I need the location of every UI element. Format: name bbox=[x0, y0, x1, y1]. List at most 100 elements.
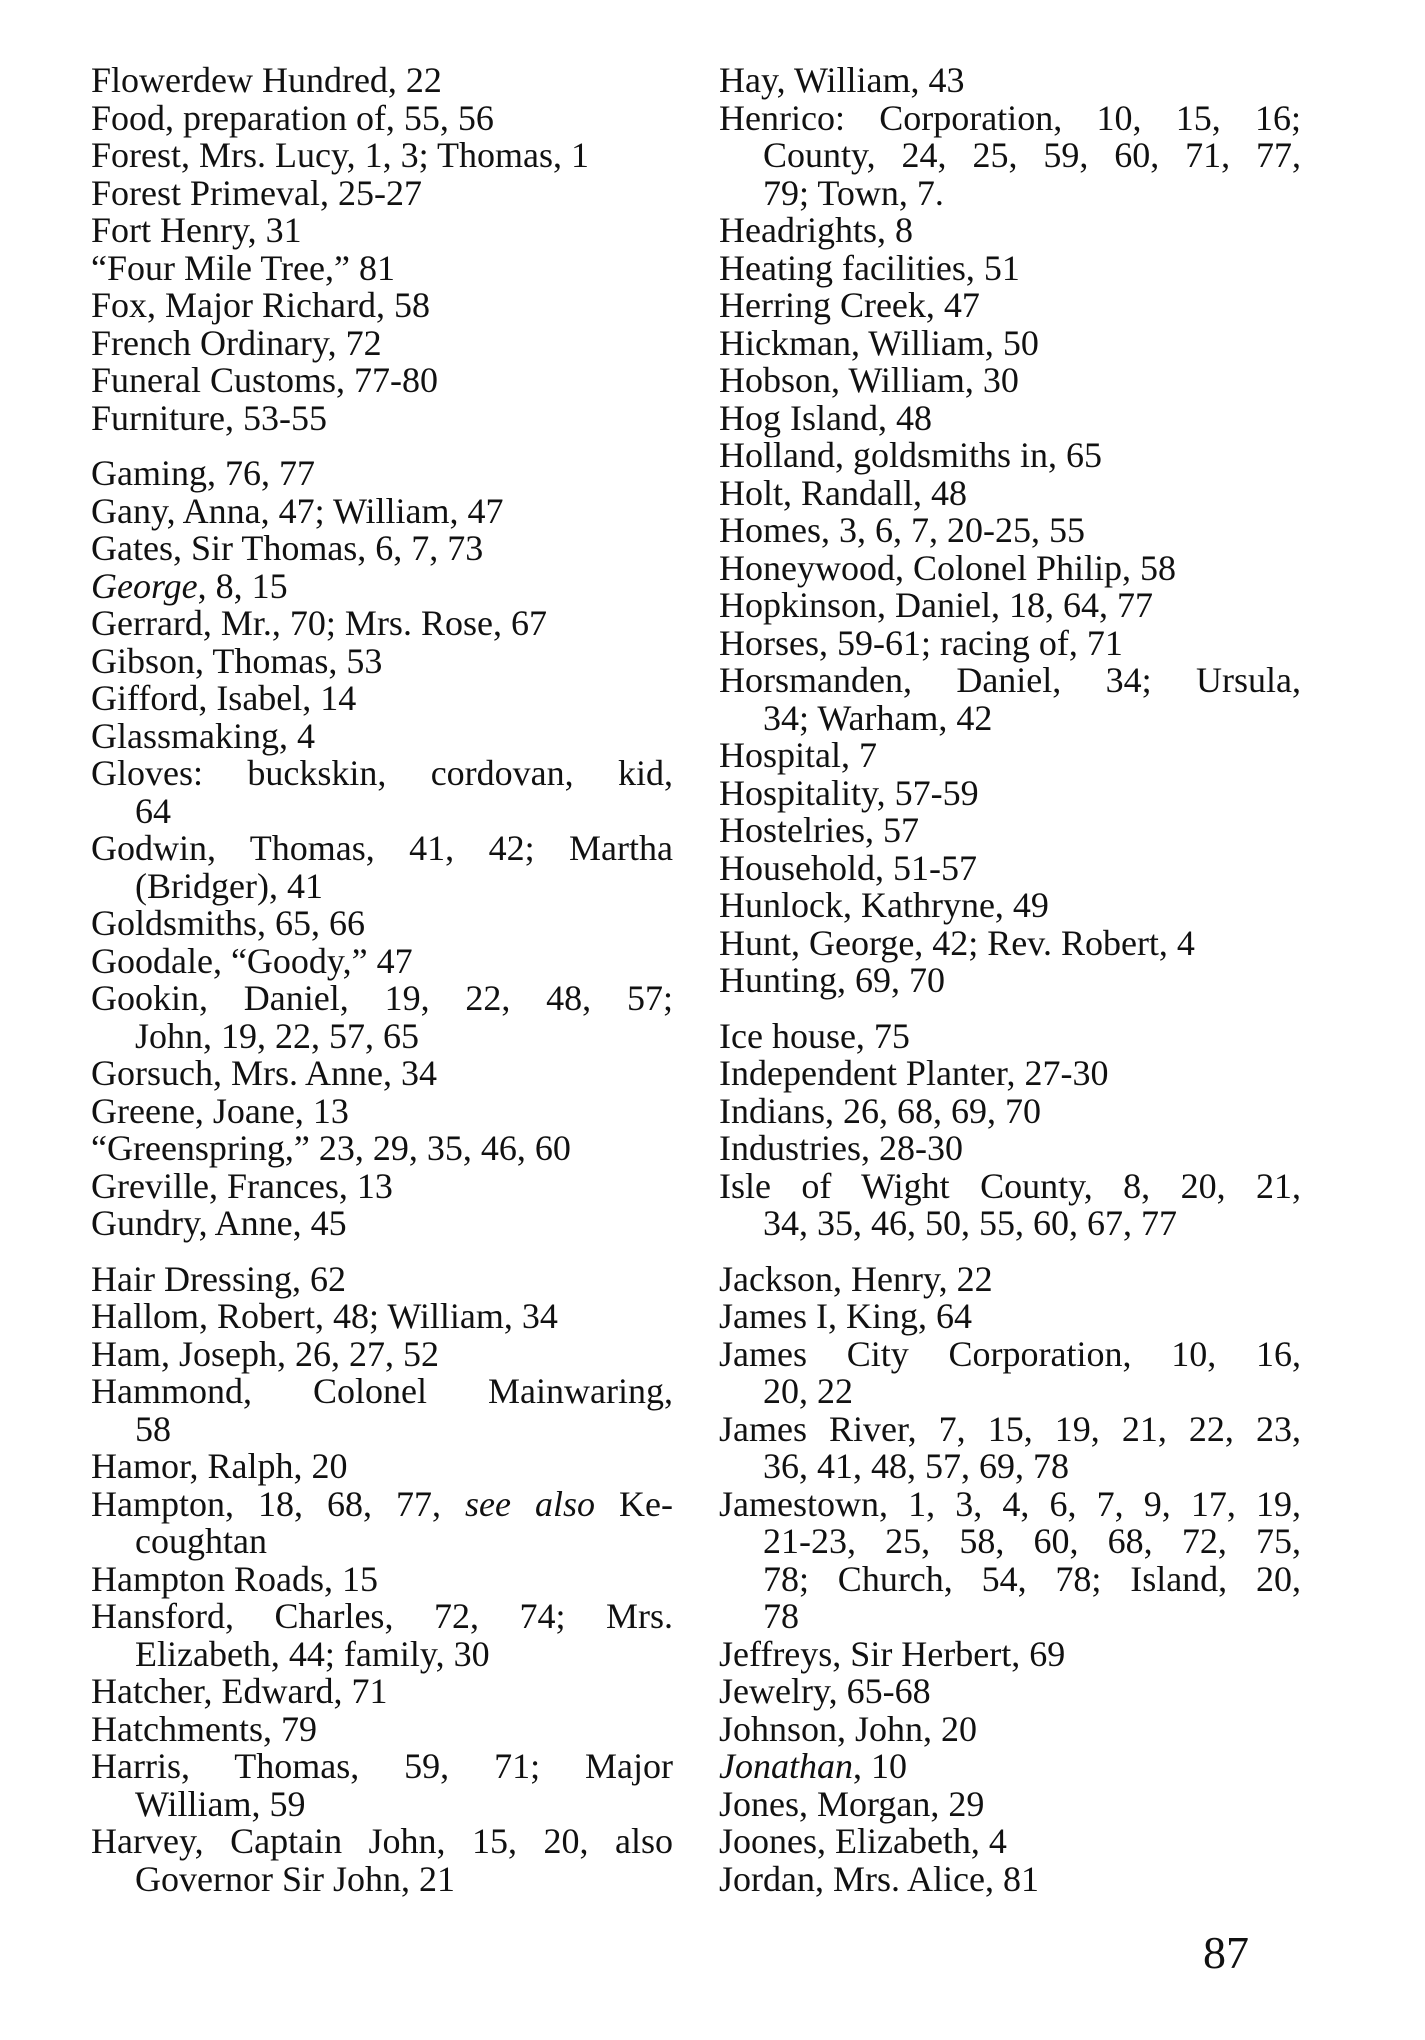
entry-line: Gates, Sir Thomas, 6, 7, 73 bbox=[91, 528, 484, 568]
entry-line: Holt, Randall, 48 bbox=[719, 472, 967, 513]
entry-continuation-line: 78; Church, 54, 78; Island, 20, bbox=[763, 1558, 1301, 1599]
index-entry: Hair Dressing, 62 bbox=[91, 1258, 673, 1299]
index-entry: “Greenspring,” 23, 29, 35, 46, 60 bbox=[91, 1129, 673, 1168]
entry-continuation-line: 36, 41, 48, 57, 69, 78 bbox=[763, 1446, 1069, 1486]
entry-line: Ice house, 75 bbox=[719, 1015, 910, 1056]
entry-line: Goodale, “Goody,” 47 bbox=[91, 940, 413, 981]
index-entry: Harris, Thomas, 59, 71; Major William, 59 bbox=[91, 1746, 673, 1823]
entry-text: Hampton, 18, 68, 77, bbox=[91, 1483, 466, 1524]
index-entry: Jewelry, 65-68 bbox=[719, 1671, 1301, 1711]
entry-line: Honeywood, Colonel Philip, 58 bbox=[719, 547, 1176, 588]
index-entry: Gloves: buckskin, cordovan, kid, 64 bbox=[91, 753, 673, 830]
index-entry: Independent Planter, 27-30 bbox=[719, 1053, 1301, 1093]
entry-line: Independent Planter, 27-30 bbox=[719, 1053, 1109, 1093]
index-entry: Fox, Major Richard, 58 bbox=[91, 286, 673, 325]
index-entry: French Ordinary, 72 bbox=[91, 324, 673, 363]
entry-line: Headrights, 8 bbox=[719, 210, 913, 250]
index-entry: Hammond, Colonel Mainwaring, 58 bbox=[91, 1372, 673, 1449]
entry-line: Godwin, Thomas, 41, 42; Martha bbox=[91, 828, 673, 868]
entry-continuation-line: (Bridger), 41 bbox=[135, 865, 323, 906]
entry-line: Gloves: buckskin, cordovan, kid, bbox=[91, 753, 673, 793]
entry-continuation-line: 21-23, 25, 58, 60, 68, 72, 75, bbox=[763, 1521, 1301, 1561]
index-entry: Goldsmiths, 65, 66 bbox=[91, 904, 673, 943]
index-entry: Industries, 28-30 bbox=[719, 1128, 1301, 1168]
entry-line: Holland, goldsmiths in, 65 bbox=[719, 435, 1103, 475]
entry-italic-text: Jonathan bbox=[719, 1746, 853, 1786]
entry-line: Hospital, 7 bbox=[719, 735, 877, 775]
index-entry: Joones, Elizabeth, 4 bbox=[719, 1822, 1301, 1861]
index-section: Jackson, Henry, 22 James I, King, 64 James… bbox=[719, 1260, 1301, 1899]
entry-line: Gany, Anna, 47; William, 47 bbox=[91, 490, 504, 531]
entry-line: Jeffreys, Sir Herbert, 69 bbox=[719, 1633, 1066, 1674]
entry-continuation-line: coughtan bbox=[135, 1521, 267, 1561]
index-entry: Gookin, Daniel, 19, 22, 48, 57; John, 19,… bbox=[91, 979, 673, 1055]
entry-line: Forest Primeval, 25-27 bbox=[91, 172, 422, 213]
index-entry: Funeral Customs, 77-80 bbox=[91, 361, 673, 400]
entry-line: Glassmaking, 4 bbox=[91, 715, 315, 756]
index-entry: Jordan, Mrs. Alice, 81 bbox=[719, 1860, 1301, 1899]
entry-line: Hobson, William, 30 bbox=[719, 360, 1019, 400]
index-entry: Gifford, Isabel, 14 bbox=[91, 679, 673, 718]
entry-line: Hickman, William, 50 bbox=[719, 322, 1039, 363]
entry-line: Gerrard, Mr., 70; Mrs. Rose, 67 bbox=[91, 603, 547, 643]
entry-line: Household, 51-57 bbox=[719, 847, 977, 888]
index-entry: Gorsuch, Mrs. Anne, 34 bbox=[91, 1054, 673, 1093]
entry-italic-text: see also bbox=[465, 1483, 596, 1524]
entry-line: “Four Mile Tree,” 81 bbox=[91, 247, 395, 288]
index-entry: Hobson, William, 30 bbox=[719, 360, 1301, 400]
entry-line: Hansford, Charles, 72, 74; Mrs. bbox=[91, 1596, 673, 1636]
entry-continuation-line: Governor Sir John, 21 bbox=[135, 1858, 455, 1899]
entry-line: Gibson, Thomas, 53 bbox=[91, 640, 383, 681]
entry-line: Hair Dressing, 62 bbox=[91, 1258, 346, 1299]
entry-line: Homes, 3, 6, 7, 20-25, 55 bbox=[719, 510, 1085, 550]
index-entry: Hatchments, 79 bbox=[91, 1710, 673, 1749]
index-entry: Fort Henry, 31 bbox=[91, 211, 673, 250]
entry-line: Hostelries, 57 bbox=[719, 810, 919, 850]
index-entry: Household, 51-57 bbox=[719, 847, 1301, 888]
entry-continuation-line: County, 24, 25, 59, 60, 71, 77, bbox=[763, 135, 1301, 175]
entry-line: Horsmanden, Daniel, 34; Ursula, bbox=[719, 660, 1301, 700]
index-entry: Hospital, 7 bbox=[719, 735, 1301, 775]
entry-line: Industries, 28-30 bbox=[719, 1128, 963, 1168]
index-entry: Forest, Mrs. Lucy, 1, 3; Thomas, 1 bbox=[91, 136, 673, 175]
index-section: Gaming, 76, 77 Gany, Anna, 47; William, 4… bbox=[91, 453, 673, 1243]
page-number: 87 bbox=[1203, 1927, 1249, 1978]
index-entry: Food, preparation of, 55, 56 bbox=[91, 99, 673, 138]
index-entry: Hunt, George, 42; Rev. Robert, 4 bbox=[719, 924, 1301, 963]
entry-line: Harvey, Captain John, 15, 20, also bbox=[91, 1821, 673, 1861]
index-entry: Greville, Frances, 13 bbox=[91, 1167, 673, 1206]
entry-line: Jewelry, 65-68 bbox=[719, 1671, 931, 1711]
index-column-right: Hay, William, 43 Henrico: Corporation, 10… bbox=[719, 61, 1301, 1899]
entry-line: Hog Island, 48 bbox=[719, 397, 932, 438]
index-section: Ice house, 75 Independent Planter, 27-30 I… bbox=[719, 1015, 1301, 1243]
entry-line: Gundry, Anne, 45 bbox=[91, 1203, 347, 1243]
index-entry: Headrights, 8 bbox=[719, 210, 1301, 250]
entry-line: Harris, Thomas, 59, 71; Major bbox=[91, 1746, 673, 1786]
index-entry: Hamor, Ralph, 20 bbox=[91, 1447, 673, 1486]
index-entry: Jamestown, 1, 3, 4, 6, 7, 9, 17, 19, 21-2… bbox=[719, 1483, 1301, 1636]
index-entry: Gerrard, Mr., 70; Mrs. Rose, 67 bbox=[91, 603, 673, 643]
entry-line: Jamestown, 1, 3, 4, 6, 7, 9, 17, 19, bbox=[719, 1483, 1301, 1524]
index-entry: Hatcher, Edward, 71 bbox=[91, 1672, 673, 1711]
index-entry: Gibson, Thomas, 53 bbox=[91, 640, 673, 681]
entry-line: Gaming, 76, 77 bbox=[91, 453, 315, 493]
index-entry: Glassmaking, 4 bbox=[91, 715, 673, 756]
entry-line: Johnson, John, 20 bbox=[719, 1708, 978, 1749]
entry-text: , 8, 15 bbox=[197, 565, 288, 606]
index-entry: Gaming, 76, 77 bbox=[91, 453, 673, 493]
entry-continuation-line: 34, 35, 46, 50, 55, 60, 67, 77 bbox=[763, 1203, 1177, 1243]
index-entry: Hostelries, 57 bbox=[719, 810, 1301, 850]
index-entry: Hog Island, 48 bbox=[719, 397, 1301, 438]
index-entry: Henrico: Corporation, 10, 15, 16; County,… bbox=[719, 99, 1301, 213]
index-entry: Hickman, William, 50 bbox=[719, 322, 1301, 363]
index-entry: Horses, 59-61; racing of, 71 bbox=[719, 624, 1301, 663]
entry-continuation-line: 79; Town, 7. bbox=[763, 172, 944, 213]
entry-line: Herring Creek, 47 bbox=[719, 285, 980, 325]
entry-continuation-line: 78 bbox=[763, 1596, 799, 1636]
index-entry: Johnson, John, 20 bbox=[719, 1708, 1301, 1749]
index-entry: Forest Primeval, 25-27 bbox=[91, 172, 673, 213]
index-entry: Homes, 3, 6, 7, 20-25, 55 bbox=[719, 510, 1301, 550]
entry-continuation-line: 58 bbox=[135, 1408, 171, 1449]
index-entry: Goodale, “Goody,” 47 bbox=[91, 940, 673, 981]
index-entry: Heating facilities, 51 bbox=[719, 249, 1301, 288]
